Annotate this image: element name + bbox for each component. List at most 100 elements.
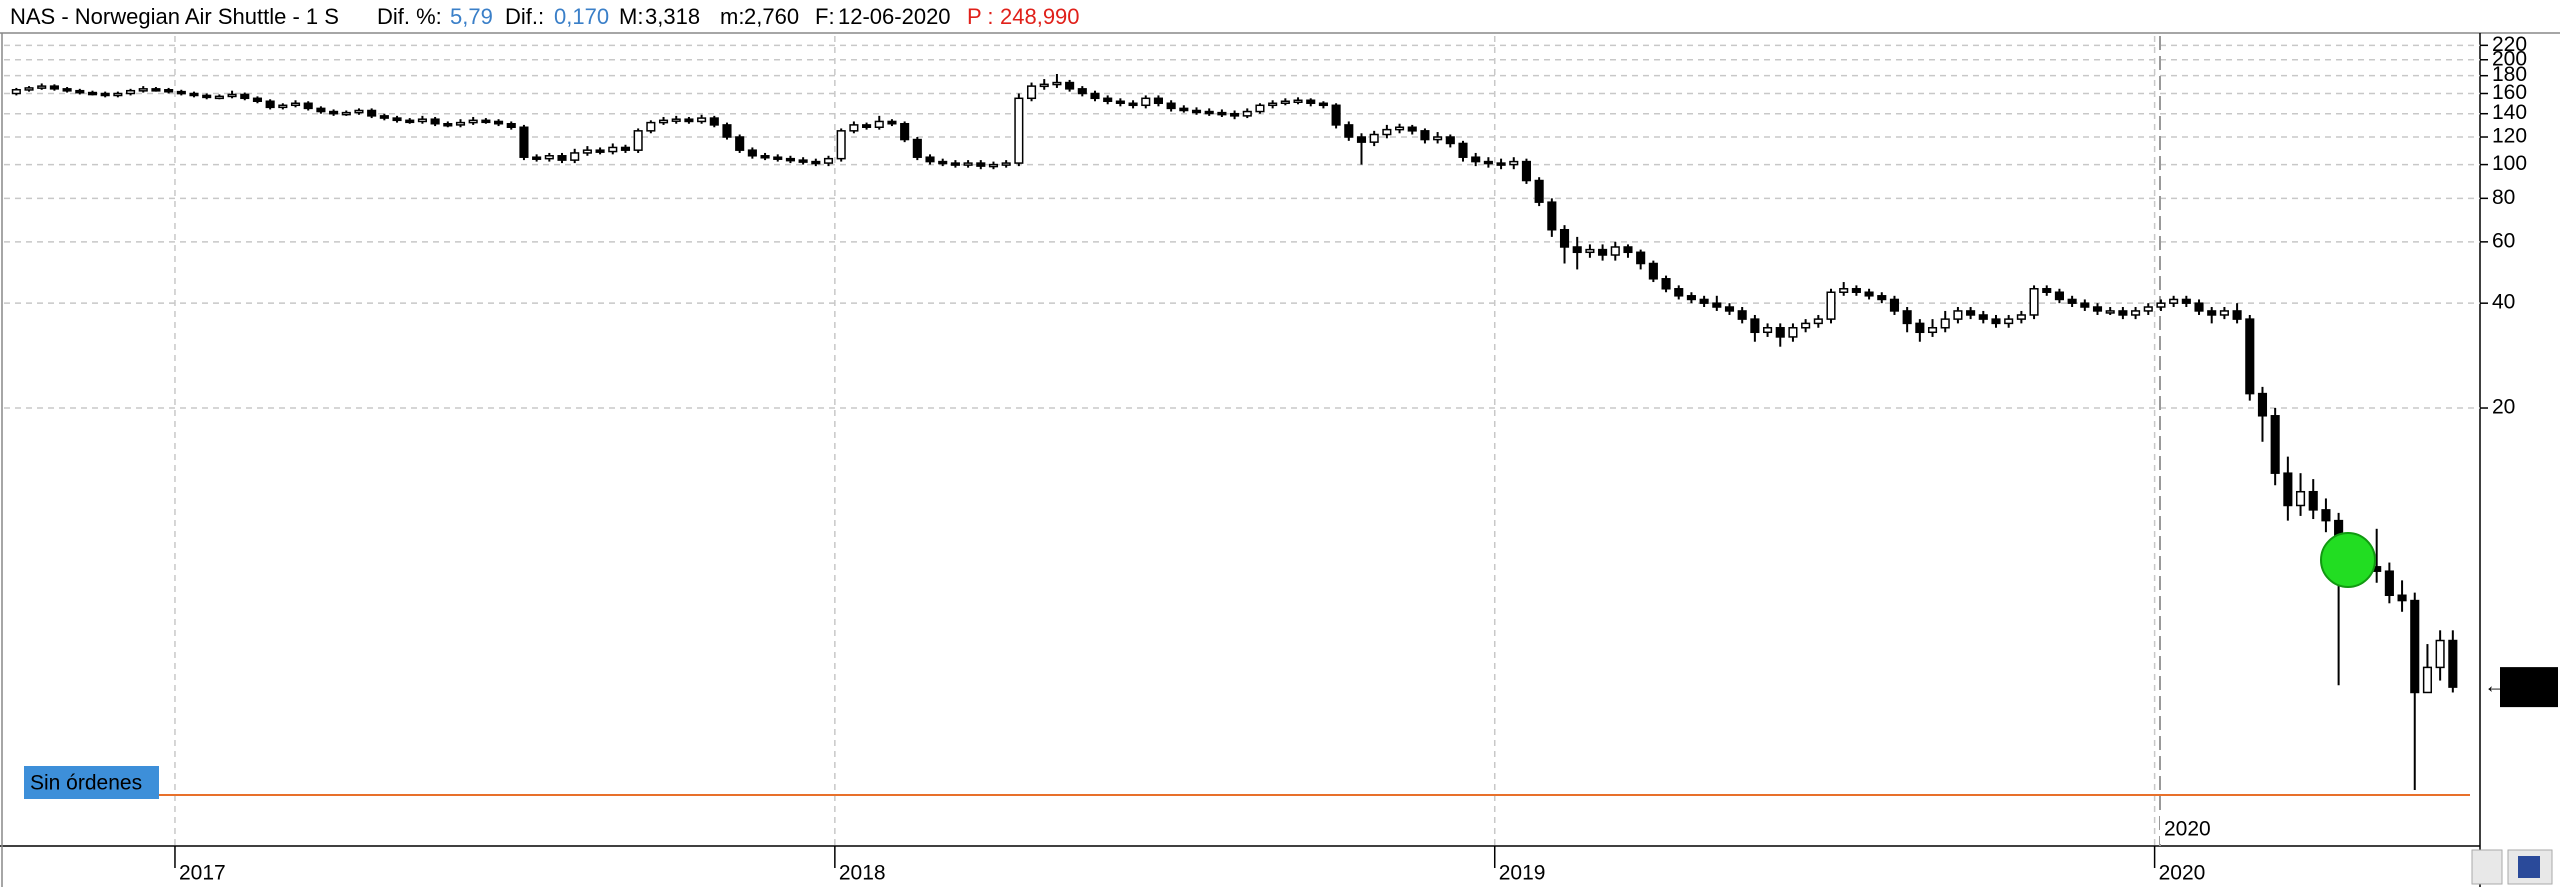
candle-body: [1026, 85, 1037, 100]
candle-body: [2232, 310, 2242, 320]
candle-body: [2448, 639, 2458, 688]
candle-body: [1966, 310, 1976, 316]
candle-body: [1839, 288, 1849, 293]
candle-body: [1433, 136, 1443, 141]
candle-body: [1801, 322, 1811, 329]
candles: [11, 74, 2458, 791]
candle-body: [62, 88, 72, 92]
y-tick-label: 160: [2492, 81, 2527, 104]
candle-body: [2131, 310, 2141, 316]
candle-body: [760, 155, 770, 159]
candle-body: [1458, 142, 1468, 158]
candle-body: [2270, 415, 2280, 474]
candle-body: [176, 90, 186, 95]
y-tick-label: 40: [2492, 291, 2515, 314]
candle-body: [1052, 81, 1062, 86]
candle-body: [1090, 92, 1100, 100]
candle-body: [1763, 327, 1773, 334]
candle-body: [798, 159, 808, 163]
candle-body: [646, 121, 656, 132]
candle-body: [189, 92, 199, 97]
candle-body: [164, 89, 174, 93]
candle-body: [87, 91, 98, 96]
x-tick-label: 2019: [1499, 862, 1546, 885]
x-tick-label: 2020: [2159, 862, 2206, 885]
candle-body: [1775, 327, 1785, 338]
candle-body: [1141, 97, 1151, 107]
last-price-label: 3,16: [2506, 675, 2547, 698]
candle-body: [240, 93, 250, 100]
candle-body: [608, 146, 618, 153]
stat-label: Dif.:: [505, 4, 544, 29]
candle-body: [37, 85, 47, 89]
candle-body: [1471, 156, 1481, 163]
candle-body: [1712, 302, 1722, 308]
x-tick-label: 2018: [839, 862, 886, 885]
candle-body: [113, 92, 123, 97]
candle-body: [1623, 246, 1633, 254]
zoom-button[interactable]: [2471, 849, 2503, 885]
candle-body: [747, 149, 757, 157]
candle-body: [1065, 81, 1075, 90]
candle-body: [2029, 288, 2039, 316]
candle-body: [557, 155, 567, 161]
candle-body: [1191, 109, 1202, 114]
candle-body: [1179, 107, 1189, 112]
candle-body: [1559, 228, 1570, 248]
candle-body: [1902, 310, 1912, 325]
candle-body: [811, 160, 821, 165]
candle-body: [620, 146, 631, 151]
candle-body: [950, 162, 960, 166]
candle-body: [303, 102, 313, 110]
candle-body: [1204, 110, 1214, 115]
y-tick-label: 140: [2492, 101, 2527, 124]
candle-body: [1039, 83, 1049, 88]
candle-body: [1978, 314, 1988, 320]
candle-body: [976, 162, 986, 167]
candle-body: [125, 89, 136, 95]
candle-body: [468, 119, 478, 124]
y-tick-label: 80: [2492, 186, 2515, 209]
candle-body: [1280, 100, 1290, 105]
y-tick-label: 100: [2492, 152, 2527, 175]
last-price-box: [2500, 667, 2558, 708]
candle-body: [2308, 490, 2318, 511]
stat-label: F:: [815, 4, 835, 29]
candle-body: [367, 109, 377, 117]
candle-body: [2295, 490, 2306, 507]
candle-body: [532, 156, 542, 160]
candle-body: [709, 117, 719, 126]
candle-body: [1230, 112, 1240, 117]
candle-body: [1991, 318, 2001, 325]
candle-body: [912, 138, 922, 158]
candle-body: [2321, 509, 2331, 522]
candle-body: [1166, 102, 1176, 110]
candle-body: [1217, 111, 1227, 116]
y-tick-label: 20: [2492, 396, 2515, 419]
candle-body: [214, 95, 224, 100]
signal-marker: [2320, 532, 2376, 588]
candle-body: [1636, 251, 1646, 265]
candle-body: [1953, 310, 1963, 320]
candle-body: [2143, 306, 2153, 312]
candle-body: [1407, 126, 1417, 132]
candle-body: [2004, 318, 2014, 325]
candle-body: [1699, 298, 1709, 304]
candle-body: [1674, 288, 1684, 297]
candle-body: [2067, 298, 2077, 304]
candle-body: [1572, 246, 1582, 254]
candle-body: [151, 88, 161, 92]
candle-body: [341, 111, 351, 116]
candle-body: [1014, 97, 1024, 164]
candle-body: [265, 100, 275, 109]
candle-body: [2422, 666, 2433, 694]
candle-body: [494, 120, 504, 125]
candle-body: [1750, 318, 1760, 334]
candle-body: [1331, 104, 1341, 126]
candle-body: [2410, 599, 2420, 694]
candle-body: [1293, 99, 1303, 104]
candle-body: [100, 92, 110, 97]
last-price-arrow-label: ←: [2484, 675, 2505, 698]
